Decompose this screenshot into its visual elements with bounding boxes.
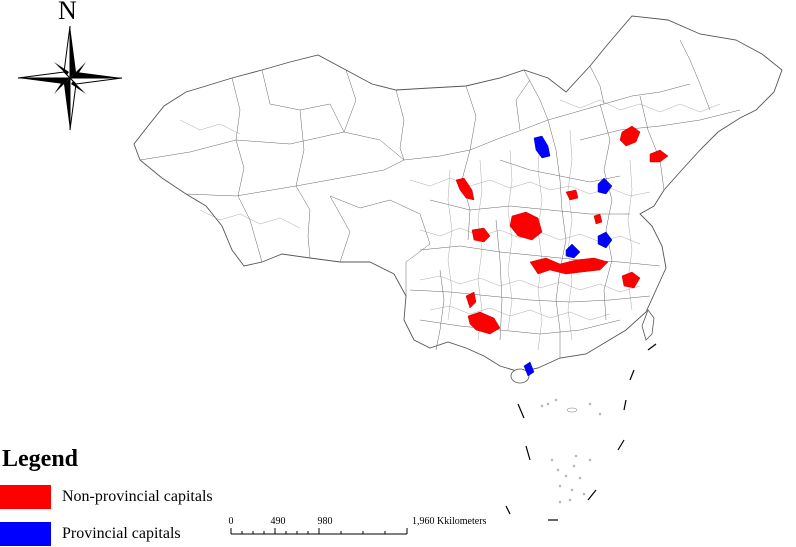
red-region-central-3 [593,213,603,225]
red-region-southwest-2 [467,311,501,335]
scale-tick-1960: 1,960 [412,516,435,527]
legend-label-non-provincial: Non-provincial capitals [62,488,213,505]
non-provincial-capital-regions [455,125,669,335]
red-region-central-1 [509,211,543,241]
red-region-north-1 [455,177,475,201]
china-outline [133,15,783,373]
red-region-northeast-2 [649,149,669,163]
blue-region-east-north [597,177,613,195]
north-label: N [58,0,77,25]
red-region-northeast-1 [619,125,641,147]
red-region-southeast [621,271,641,289]
taiwan-island [641,309,655,341]
scale-bar [230,528,408,535]
scale-tick-1960-unit: 1,960 Kkilometers [412,516,486,527]
provincial-capital-regions [523,135,613,377]
north-arrow-compass-rose [17,25,123,131]
blue-region-north [533,135,551,159]
legend-item-non-provincial: Non-provincial capitals [0,484,213,510]
red-region-central-north [565,189,579,201]
legend-swatch-red [0,485,51,509]
legend-label-provincial: Provincial capitals [62,525,181,542]
south-china-sea-dashes [505,343,657,521]
blue-region-east [597,231,613,249]
scale-tick-980: 980 [317,516,333,527]
south-china-sea-islands [540,398,602,504]
legend-item-provincial: Provincial capitals [0,521,181,547]
hainan-island [510,368,530,384]
red-region-south-central [529,257,609,275]
red-region-central-2 [471,227,491,243]
blue-region-central [565,243,581,259]
legend-swatch-blue [0,522,51,546]
legend-title: Legend [2,446,79,472]
scale-unit-label: Kkilometers [437,516,487,527]
red-region-southwest-1 [465,291,477,309]
scale-tick-0: 0 [228,516,234,527]
blue-region-south [523,361,535,377]
scale-tick-490: 490 [270,516,286,527]
county-boundaries [139,39,741,358]
